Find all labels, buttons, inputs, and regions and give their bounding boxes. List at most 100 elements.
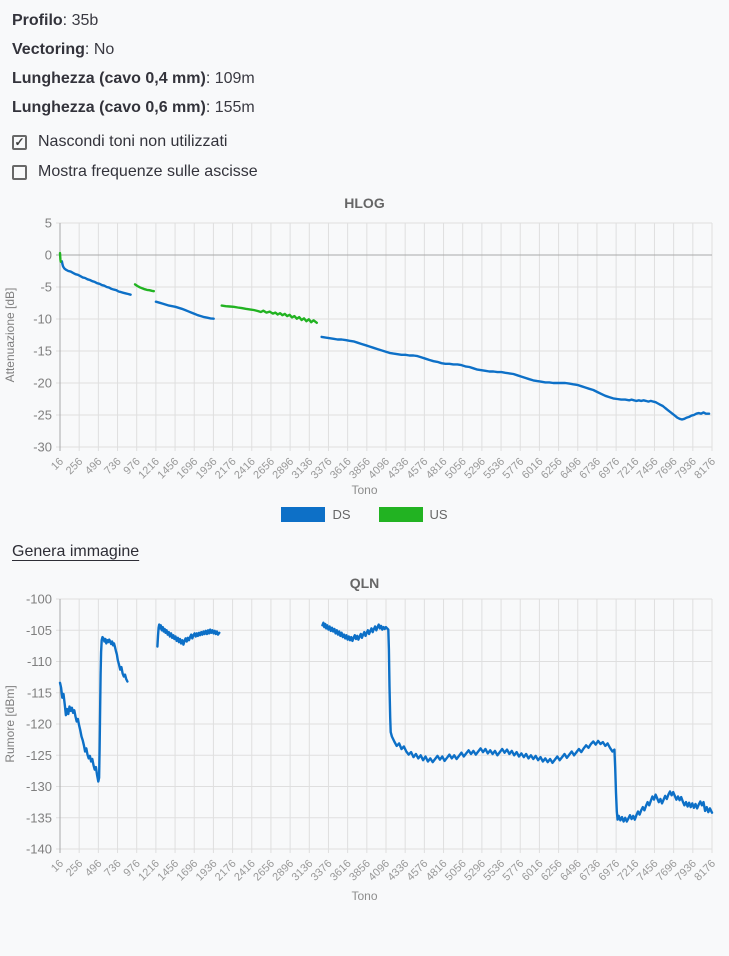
svg-text:6256: 6256 bbox=[539, 456, 565, 482]
svg-text:Rumore [dBm]: Rumore [dBm] bbox=[3, 685, 17, 762]
svg-text:16: 16 bbox=[49, 456, 66, 473]
svg-text:6496: 6496 bbox=[558, 456, 584, 482]
svg-text:3376: 3376 bbox=[309, 858, 335, 884]
legend-item-us[interactable]: US bbox=[378, 506, 448, 522]
svg-text:8176: 8176 bbox=[692, 456, 718, 482]
svg-text:5056: 5056 bbox=[443, 858, 469, 884]
svg-text:6496: 6496 bbox=[558, 858, 584, 884]
svg-text:7696: 7696 bbox=[654, 858, 680, 884]
svg-text:-135: -135 bbox=[26, 810, 52, 825]
svg-text:5: 5 bbox=[45, 216, 52, 231]
qln-chart-block: QLN 16 256 496 736 976 1216 1456 1696 1936 2176 24… bbox=[0, 575, 729, 903]
qln-chart[interactable]: 1625649673697612161456169619362176241626… bbox=[0, 593, 729, 889]
svg-text:-125: -125 bbox=[26, 748, 52, 763]
svg-text:2896: 2896 bbox=[270, 858, 296, 884]
hlog-xaxis-label: Tono bbox=[351, 483, 378, 497]
svg-text:2896: 2896 bbox=[270, 456, 296, 482]
svg-text:7216: 7216 bbox=[616, 456, 642, 482]
option-label[interactable]: Mostra frequenze sulle ascisse bbox=[38, 163, 258, 180]
svg-text:7696: 7696 bbox=[654, 456, 680, 482]
svg-text:5056: 5056 bbox=[443, 456, 469, 482]
page: Profilo: 35b Vectoring: No Lunghezza (ca… bbox=[0, 12, 729, 903]
svg-text:3856: 3856 bbox=[347, 456, 373, 482]
svg-text:1216: 1216 bbox=[136, 858, 162, 884]
svg-text:2656: 2656 bbox=[251, 858, 277, 884]
svg-text:6016: 6016 bbox=[520, 456, 546, 482]
info-line-length-06: Lunghezza (cavo 0,6 mm): 155m bbox=[12, 99, 717, 117]
checkbox-show-frequencies[interactable] bbox=[12, 164, 27, 180]
svg-text:7936: 7936 bbox=[673, 858, 699, 884]
svg-text:1936: 1936 bbox=[194, 858, 220, 884]
svg-text:4816: 4816 bbox=[424, 456, 450, 482]
svg-text:-20: -20 bbox=[33, 376, 52, 391]
svg-text:6976: 6976 bbox=[596, 858, 622, 884]
hlog-chart[interactable]: 1625649673697612161456169619362176241626… bbox=[0, 213, 729, 483]
svg-text:3616: 3616 bbox=[328, 858, 354, 884]
svg-text:2416: 2416 bbox=[232, 456, 258, 482]
info-separator: : bbox=[205, 70, 211, 87]
svg-text:4576: 4576 bbox=[405, 456, 431, 482]
svg-text:3376: 3376 bbox=[309, 456, 335, 482]
svg-text:-120: -120 bbox=[26, 717, 52, 732]
info-line-length-04: Lunghezza (cavo 0,4 mm): 109m bbox=[12, 70, 717, 88]
svg-text:736: 736 bbox=[102, 456, 123, 477]
legend-label: DS bbox=[332, 506, 351, 522]
option-row-hide-unused-tones[interactable]: ✓ Nascondi toni non utilizzati bbox=[12, 133, 717, 151]
info-label: Lunghezza (cavo 0,4 mm) bbox=[12, 70, 206, 87]
option-row-show-frequencies[interactable]: Mostra frequenze sulle ascisse bbox=[12, 163, 717, 181]
qln-xaxis-label: Tono bbox=[351, 889, 378, 903]
svg-text:1696: 1696 bbox=[175, 456, 201, 482]
actions: Genera immagine bbox=[0, 543, 729, 561]
svg-text:8176: 8176 bbox=[692, 858, 718, 884]
svg-text:1696: 1696 bbox=[175, 858, 201, 884]
svg-text:6736: 6736 bbox=[577, 858, 603, 884]
svg-text:4576: 4576 bbox=[405, 858, 431, 884]
info-value: 155m bbox=[214, 99, 255, 116]
legend-swatch-ds bbox=[281, 506, 326, 522]
info-value: No bbox=[93, 41, 115, 58]
svg-text:Attenuazione [dB]: Attenuazione [dB] bbox=[3, 288, 17, 383]
svg-text:4096: 4096 bbox=[366, 858, 392, 884]
svg-text:3136: 3136 bbox=[290, 858, 316, 884]
svg-text:7456: 7456 bbox=[635, 456, 661, 482]
svg-text:1456: 1456 bbox=[155, 456, 181, 482]
svg-text:-5: -5 bbox=[40, 280, 52, 295]
svg-text:5296: 5296 bbox=[462, 858, 488, 884]
svg-text:256: 256 bbox=[64, 456, 85, 477]
svg-text:7936: 7936 bbox=[673, 456, 699, 482]
svg-text:4816: 4816 bbox=[424, 858, 450, 884]
svg-text:1216: 1216 bbox=[136, 456, 162, 482]
option-label[interactable]: Nascondi toni non utilizzati bbox=[38, 133, 228, 150]
hlog-chart-block: HLOG 16 256 496 736 976 1216 1456 1696 1936 2176 2… bbox=[0, 195, 729, 523]
legend-swatch-us bbox=[378, 506, 423, 522]
checkbox-hide-unused-tones[interactable]: ✓ bbox=[12, 134, 27, 150]
info-value: 35b bbox=[71, 12, 99, 29]
svg-text:496: 496 bbox=[83, 858, 104, 879]
legend-label: US bbox=[429, 506, 448, 522]
svg-text:2416: 2416 bbox=[232, 858, 258, 884]
info-value: 109m bbox=[214, 70, 255, 87]
legend-item-ds[interactable]: DS bbox=[281, 506, 351, 522]
svg-text:-110: -110 bbox=[27, 654, 52, 669]
svg-text:3856: 3856 bbox=[347, 858, 373, 884]
svg-text:2656: 2656 bbox=[251, 456, 277, 482]
svg-text:3136: 3136 bbox=[290, 456, 316, 482]
svg-text:4336: 4336 bbox=[385, 858, 411, 884]
svg-text:-140: -140 bbox=[26, 842, 52, 857]
generate-image-link[interactable]: Genera immagine bbox=[12, 543, 140, 560]
hlog-chart-title: HLOG bbox=[344, 195, 385, 211]
svg-text:-25: -25 bbox=[33, 408, 52, 423]
info-separator: : bbox=[84, 41, 90, 58]
svg-text:-130: -130 bbox=[26, 779, 52, 794]
svg-text:256: 256 bbox=[64, 858, 85, 879]
svg-text:6736: 6736 bbox=[577, 456, 603, 482]
svg-text:5536: 5536 bbox=[481, 456, 507, 482]
svg-text:4096: 4096 bbox=[366, 456, 392, 482]
info-separator: : bbox=[205, 99, 211, 116]
svg-text:-30: -30 bbox=[33, 440, 52, 455]
info-line-vectoring: Vectoring: No bbox=[12, 41, 717, 59]
svg-text:496: 496 bbox=[83, 456, 104, 477]
info-label: Profilo bbox=[12, 12, 63, 29]
hlog-legend: DS US bbox=[0, 505, 729, 523]
info-separator: : bbox=[62, 12, 68, 29]
